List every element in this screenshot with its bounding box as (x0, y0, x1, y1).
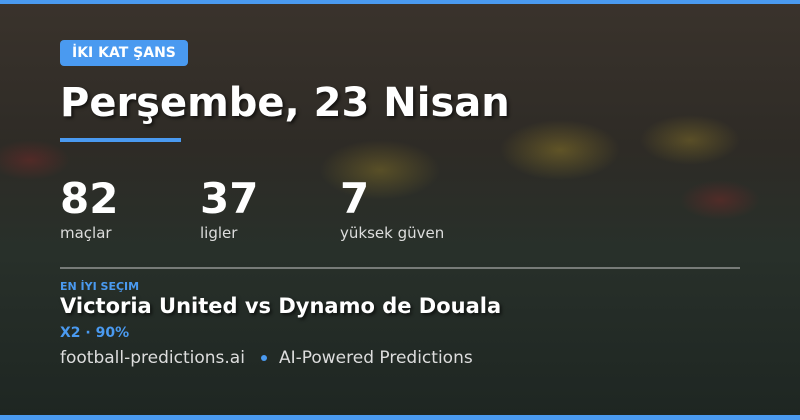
title-underline (60, 138, 181, 142)
bottom-accent-bar (0, 415, 800, 420)
top-accent-bar (0, 0, 800, 4)
stat-label: yüksek güven (340, 224, 445, 242)
footer: football-predictions.ai AI-Powered Predic… (60, 348, 473, 368)
stat-value: 82 (60, 174, 119, 223)
best-pick-label: EN İYI SEÇIM (60, 280, 140, 293)
stat-matches: 82 maçlar (60, 174, 118, 242)
tagline: AI-Powered Predictions (278, 348, 473, 368)
best-pick-match: Victoria United vs Dynamo de Douala (60, 294, 502, 318)
page-title: Perşembe, 23 Nisan (60, 80, 510, 126)
stat-label: ligler (200, 224, 238, 242)
stat-value: 7 (340, 174, 370, 223)
bullet-icon (260, 355, 267, 361)
divider (60, 267, 740, 269)
best-pick-value: X2 · 90% (60, 325, 130, 341)
category-badge: İKI KAT ŞANS (60, 40, 188, 66)
stat-value: 37 (200, 174, 259, 223)
site-name: football-predictions.ai (60, 348, 245, 368)
stat-label: maçlar (60, 224, 112, 242)
stat-leagues: 37 ligler (200, 174, 258, 242)
stat-high-confidence: 7 yüksek güven (340, 174, 444, 242)
